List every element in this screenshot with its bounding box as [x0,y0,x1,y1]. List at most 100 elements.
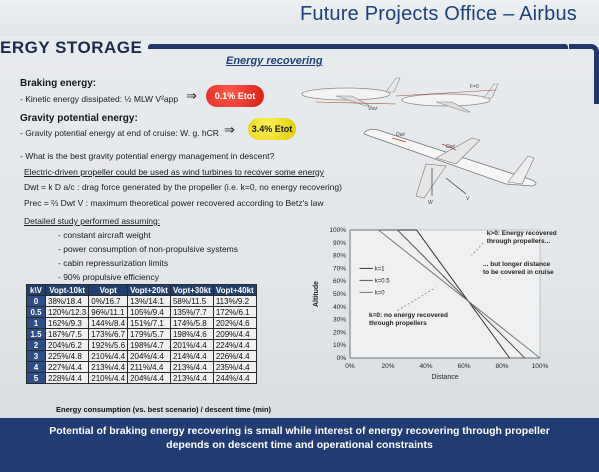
table-cell: 228%/4.4 [44,372,90,384]
table-k-cell: 5 [26,372,46,384]
y-tick-label: 10% [333,342,346,349]
table-row: 3 225%/4.8 210%/4.4 204%/4.4 214%/4.4 226%/4.… [26,350,257,362]
table-cell: 198%/4.7 [127,339,171,351]
section-rule [148,44,568,49]
legend-label: k=0 [375,290,386,296]
study-heading: Detailed study performed assuming: [24,216,161,226]
table-cell: 162%/9.3 [44,317,90,329]
question-line: - What is the best gravity potential ene… [20,151,275,161]
section-frame-corner [569,44,599,104]
y-tick-label: 30% [333,317,346,324]
x-axis-label: Distance [431,374,458,381]
table-cell: 235%/4.4 [212,361,257,373]
table-cell: 58%/11.5 [169,295,214,307]
table-row: 4 227%/4.4 213%/4.4 211%/4.4 213%/4.4 235%/4.… [26,361,257,373]
x-tick-label: 80% [495,363,508,370]
gravity-pill: 3.4% Etot [248,118,296,140]
table-cell: 38%/18.4 [44,295,90,307]
footer-line-2: depends on descent time and operational … [166,439,433,451]
x-tick-label: 20% [381,363,394,370]
y-tick-label: 0% [337,355,347,362]
table-cell: 213%/4.4 [169,361,214,373]
energy-recovering-subtitle: Energy recovering [226,55,323,67]
table-cell: 244%/4.4 [212,372,257,384]
aircraft-illustration: Vwz F=0 Dwt Dwt W V [301,77,537,206]
table-row: 1.5 187%/7.5 173%/6.7 179%/5.7 198%/4.6 209%/… [26,328,257,340]
table-header-k-v: k\V [26,284,46,296]
dwt-label-1: Dwt [396,132,405,138]
table-k-cell: 4 [26,361,46,373]
plot-area [349,229,541,359]
table-cell: 204%/6.2 [44,339,90,351]
table-k-cell: 3 [26,350,46,362]
footer-text: Potential of braking energy recovering i… [0,424,599,452]
table-cell: 105%/9.4 [127,306,171,318]
energy-table: k\V Vopt-10kt Vopt Vopt+20kt Vopt+30kt V… [26,284,257,384]
table-row: 0.5 120%/12.3 96%/11.1 105%/9.4 135%/7.7 172%… [26,306,257,318]
study-item: - constant aircraft weight [58,230,151,240]
f-label: F=0 [470,84,479,90]
annotation-k0: k=0: no energy recovered through propelle… [369,312,448,327]
table-cell: 227%/4.4 [44,361,90,373]
header-bar [0,0,599,36]
table-cell: 120%/12.3 [44,306,90,318]
table-k-cell: 1 [26,317,46,329]
arrow-kgt0 [471,242,484,256]
table-cell: 174%/5.8 [169,317,214,329]
y-axis-label: Altitude [313,281,320,307]
x-tick-label: 40% [419,363,432,370]
y-tick-label: 20% [333,329,346,336]
table-cell: 187%/7.5 [44,328,90,340]
study-item: - 90% propulsive efficiency [58,272,159,282]
aircraft-small-2-icon [395,83,499,113]
table-cell: 192%/5.6 [88,339,129,351]
y-tick-label: 100% [329,227,346,234]
vz-label: Vwz [368,106,378,112]
y-tick-label: 50% [333,291,346,298]
table-cell: 0%/16.7 [88,295,129,307]
study-item: - power consumption of non-propulsive sy… [58,244,238,254]
table-cell: 198%/4.6 [169,328,214,340]
table-header: Vopt+40kt [212,284,257,296]
y-tick-label: 60% [333,278,346,285]
propeller-line-1: Electric-driven propeller could be used … [24,167,325,177]
footer-line-1: Potential of braking energy recovering i… [49,425,550,437]
table-cell: 224%/4.4 [212,339,257,351]
propeller-line-2: Dwt = k D a/c : drag force generated by … [24,182,342,192]
table-cell: 213%/4.4 [88,361,129,373]
table-cell: 210%/4.4 [88,372,129,384]
braking-heading: Braking energy: [20,78,97,89]
table-header: Vopt [88,284,129,296]
aircraft-large-icon [363,129,537,199]
gravity-heading: Gravity potential energy: [20,113,138,124]
x-tick-label: 100% [532,363,549,370]
aircraft-small-1-icon [301,77,401,107]
table-cell: 179%/5.7 [127,328,171,340]
table-cell: 151%/7.1 [127,317,171,329]
section-title: ERGY STORAGE [0,38,143,57]
legend-label: k=1 [375,266,386,272]
table-k-cell: 1.5 [26,328,46,340]
braking-pill: 0.1% Etot [206,85,264,107]
annotation-k-gt-0: k>0: Energy recovered through propellers.… [487,230,557,245]
table-cell: 113%/9.2 [212,295,257,307]
table-caption: Energy consumption (vs. best scenario) /… [56,405,272,414]
y-tick-label: 70% [333,265,346,272]
altitude-distance-chart: 0% 10% 20% 30% 40% 50% 60% 70% 80% 90% 100% 0% 20% 40… [313,227,557,381]
table-cell: 204%/4.4 [127,372,171,384]
table-cell: 225%/4.8 [44,350,90,362]
annotation-longer-distance: ... but longer distance to be covered in … [483,261,554,276]
dwt-label-2: Dwt [446,144,455,150]
table-k-cell: 0 [26,295,46,307]
x-tick-label: 0% [345,363,355,370]
table-cell: 226%/4.4 [212,350,257,362]
series-line-k0 [350,229,541,359]
table-header: Vopt-10kt [44,284,90,296]
table-row: 2 204%/6.2 192%/5.6 198%/4.7 201%/4.4 224%/4.… [26,339,257,351]
table-cell: 213%/4.4 [169,372,214,384]
table-cell: 201%/4.4 [169,339,214,351]
braking-arrow-icon: ⇒ [186,88,197,103]
table-k-cell: 0.5 [26,306,46,318]
x-tick-label: 60% [457,363,470,370]
